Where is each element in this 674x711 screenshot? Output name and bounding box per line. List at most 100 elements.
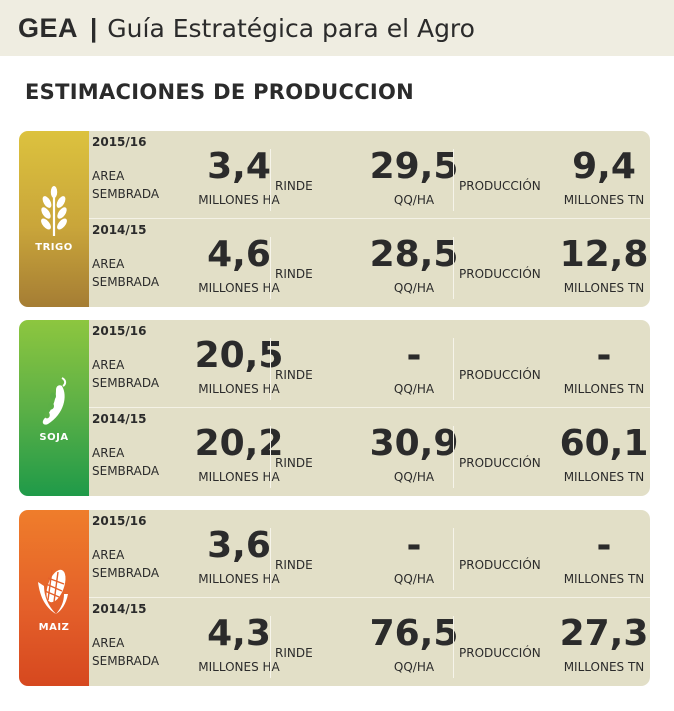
produccion-value: - (596, 335, 612, 376)
season-label: 2014/15 (92, 223, 147, 237)
site-header: GEA | Guía Estratégica para el Agro (0, 0, 674, 56)
column-divider (270, 338, 271, 400)
crop-name: MAIZ (38, 621, 70, 633)
rinde-value: 28,5 (369, 234, 459, 275)
produccion-unit: MILLONES TN (563, 193, 645, 207)
rinde-label: RINDE (275, 368, 313, 382)
season-label: 2015/16 (92, 135, 147, 149)
crop-side-soja: SOJA (19, 320, 89, 496)
season-label: 2014/15 (92, 412, 147, 426)
produccion-label: PRODUCCIÓN (459, 456, 541, 470)
header-separator: | (90, 12, 98, 43)
column-divider (270, 149, 271, 211)
rinde-unit: QQ/HA (393, 193, 435, 207)
area-label: AREA SEMBRADA (92, 636, 160, 668)
table-row: 2014/15 AREA SEMBRADA 4,6 MILLONES HA RIN… (89, 219, 650, 307)
area-label: AREA SEMBRADA (92, 548, 160, 580)
crop-card-soja: SOJA 2015/16 AREA SEMBRADA 20,5 MILLONES … (19, 320, 650, 496)
column-divider (453, 149, 454, 211)
crop-table-trigo: 2015/16 AREA SEMBRADA 3,4 MILLONES HA RIN… (89, 131, 650, 307)
table-row: 2015/16 AREA SEMBRADA 20,5 MILLONES HA RI… (89, 320, 650, 408)
rinde-unit: QQ/HA (393, 572, 435, 586)
produccion-label: PRODUCCIÓN (459, 558, 541, 572)
header-subtitle: Guía Estratégica para el Agro (107, 13, 475, 43)
row-divider (89, 218, 650, 219)
rinde-label: RINDE (275, 456, 313, 470)
area-unit: MILLONES HA (198, 281, 280, 295)
area-unit: MILLONES HA (198, 572, 280, 586)
row-divider (89, 597, 650, 598)
crop-table-soja: 2015/16 AREA SEMBRADA 20,5 MILLONES HA RI… (89, 320, 650, 496)
area-value: 4,6 (207, 234, 271, 275)
area-unit: MILLONES HA (198, 193, 280, 207)
area-unit: MILLONES HA (198, 382, 280, 396)
rinde-label: RINDE (275, 646, 313, 660)
column-divider (270, 616, 271, 678)
produccion-value: 12,8 (559, 234, 649, 275)
soybean-icon (36, 374, 72, 428)
table-row: 2014/15 AREA SEMBRADA 4,3 MILLONES HA RIN… (89, 598, 650, 686)
area-unit: MILLONES HA (198, 470, 280, 484)
section-title: ESTIMACIONES DE PRODUCCION (25, 80, 415, 104)
area-label: AREA SEMBRADA (92, 446, 160, 478)
produccion-unit: MILLONES TN (563, 470, 645, 484)
table-row: 2014/15 AREA SEMBRADA 20,2 MILLONES HA RI… (89, 408, 650, 496)
column-divider (270, 426, 271, 488)
column-divider (453, 426, 454, 488)
column-divider (453, 616, 454, 678)
season-label: 2015/16 (92, 324, 147, 338)
column-divider (270, 528, 271, 590)
column-divider (453, 338, 454, 400)
area-label: AREA SEMBRADA (92, 257, 160, 289)
season-label: 2014/15 (92, 602, 147, 616)
season-label: 2015/16 (92, 514, 147, 528)
crop-side-trigo: TRIGO (19, 131, 89, 307)
area-value: 4,3 (207, 613, 271, 654)
produccion-unit: MILLONES TN (563, 660, 645, 674)
produccion-value: 60,1 (559, 423, 649, 464)
rinde-value: 30,9 (369, 423, 459, 464)
produccion-label: PRODUCCIÓN (459, 368, 541, 382)
produccion-unit: MILLONES TN (563, 382, 645, 396)
rinde-value: - (406, 525, 422, 566)
rinde-unit: QQ/HA (393, 660, 435, 674)
row-divider (89, 407, 650, 408)
produccion-label: PRODUCCIÓN (459, 179, 541, 193)
rinde-label: RINDE (275, 267, 313, 281)
produccion-value: - (596, 525, 612, 566)
column-divider (270, 237, 271, 299)
rinde-unit: QQ/HA (393, 470, 435, 484)
crop-name: TRIGO (35, 241, 73, 253)
crop-card-maiz: MAIZ 2015/16 AREA SEMBRADA 3,6 MILLONES H… (19, 510, 650, 686)
area-unit: MILLONES HA (198, 660, 280, 674)
area-value: 3,4 (207, 146, 271, 187)
produccion-unit: MILLONES TN (563, 281, 645, 295)
produccion-value: 27,3 (559, 613, 649, 654)
crop-table-maiz: 2015/16 AREA SEMBRADA 3,6 MILLONES HA RIN… (89, 510, 650, 686)
area-value: 3,6 (207, 525, 271, 566)
crop-card-trigo: TRIGO 2015/16 AREA SEMBRADA 3,4 MILLONES … (19, 131, 650, 307)
produccion-label: PRODUCCIÓN (459, 267, 541, 281)
area-label: AREA SEMBRADA (92, 358, 160, 390)
produccion-label: PRODUCCIÓN (459, 646, 541, 660)
rinde-label: RINDE (275, 558, 313, 572)
rinde-label: RINDE (275, 179, 313, 193)
rinde-value: - (406, 335, 422, 376)
area-value: 20,2 (194, 423, 284, 464)
crop-name: SOJA (39, 431, 69, 443)
crop-side-maiz: MAIZ (19, 510, 89, 686)
rinde-value: 29,5 (369, 146, 459, 187)
area-value: 20,5 (194, 335, 284, 376)
rinde-unit: QQ/HA (393, 382, 435, 396)
rinde-value: 76,5 (369, 613, 459, 654)
produccion-value: 9,4 (572, 146, 636, 187)
area-label: AREA SEMBRADA (92, 169, 160, 201)
rinde-unit: QQ/HA (393, 281, 435, 295)
wheat-icon (36, 185, 72, 238)
brand-logo: GEA (18, 12, 79, 43)
column-divider (453, 237, 454, 299)
column-divider (453, 528, 454, 590)
table-row: 2015/16 AREA SEMBRADA 3,4 MILLONES HA RIN… (89, 131, 650, 219)
produccion-unit: MILLONES TN (563, 572, 645, 586)
table-row: 2015/16 AREA SEMBRADA 3,6 MILLONES HA RIN… (89, 510, 650, 598)
